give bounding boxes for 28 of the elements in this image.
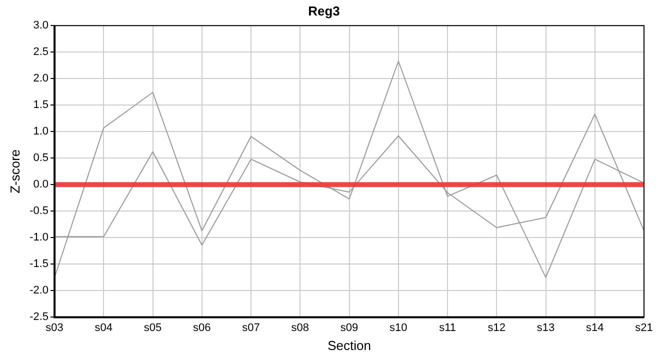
y-tick-label: 1.5: [33, 99, 49, 112]
y-tick-label: 0.0: [33, 178, 49, 191]
x-tick-label: s06: [193, 322, 211, 334]
y-axis-title: Z-score: [7, 149, 22, 194]
x-tick-label: s14: [586, 322, 604, 334]
x-tick-label: s10: [390, 322, 408, 334]
y-tick-label: 0.5: [33, 152, 49, 164]
x-tick-label: s11: [439, 322, 456, 334]
y-tick-label: -0.5: [30, 205, 49, 218]
y-tick-label: 3.0: [33, 20, 49, 32]
y-tick-label: 2.0: [33, 72, 49, 85]
x-tick-label: s13: [536, 322, 555, 334]
y-tick-label: 1.0: [33, 126, 49, 138]
x-tick-label: s08: [291, 322, 310, 334]
x-tick-label: s03: [46, 322, 64, 334]
y-tick-label: -2.5: [30, 311, 49, 324]
y-tick-label: -1.5: [30, 258, 49, 270]
y-tick-label: -1.0: [30, 232, 49, 244]
y-tick-label: 2.5: [33, 46, 49, 58]
x-tick-label: s05: [144, 322, 162, 334]
x-tick-label: s21: [635, 322, 653, 334]
x-tick-label: s09: [340, 322, 358, 334]
chart-title: Reg3: [308, 3, 340, 18]
x-tick-label: s12: [488, 322, 506, 334]
y-tick-label: -2.0: [30, 284, 49, 297]
x-axis-title: Section: [328, 338, 371, 353]
x-tick-label: s04: [94, 322, 113, 334]
x-tick-label: s07: [242, 322, 260, 334]
